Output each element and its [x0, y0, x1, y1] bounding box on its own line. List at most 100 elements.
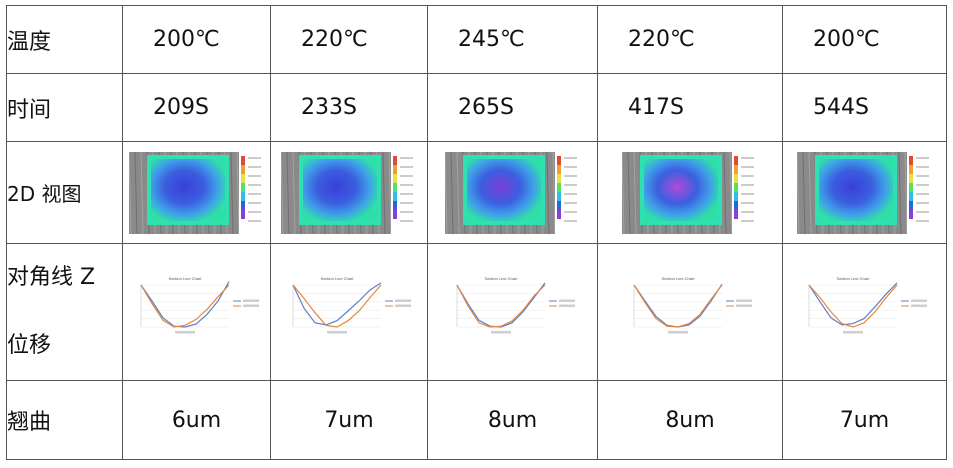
- colorbar-swatch: [240, 200, 245, 210]
- x-axis-label-placeholder: [490, 331, 511, 334]
- chart-title: Section Line Chart: [836, 276, 870, 281]
- heatmap-surface: [644, 158, 718, 221]
- colorbar-swatch: [908, 182, 913, 192]
- texture-line: [230, 151, 233, 234]
- texture-line: [128, 151, 131, 234]
- colorbar-swatch: [393, 200, 397, 210]
- texture-line: [729, 151, 733, 234]
- legend-text-placeholder: [242, 299, 259, 302]
- x-axis-label-placeholder: [174, 331, 195, 334]
- texture-line: [802, 151, 805, 234]
- heatmap-surface: [466, 158, 541, 221]
- z-displacement-row: 对角线 Z 位移 Section Line Chart Section Line…: [6, 243, 947, 381]
- colorbar-swatch: [734, 209, 738, 219]
- texture-line: [292, 151, 296, 234]
- x-axis-label-placeholder: [842, 331, 863, 334]
- section-line-chart: Section Line Chart: [796, 273, 933, 351]
- heatmap-surface: [303, 158, 377, 221]
- colorbar-swatch: [240, 182, 245, 192]
- warpage-cell: 8um: [597, 380, 783, 460]
- section-chart-cell: Section Line Chart: [270, 243, 428, 381]
- colorbar-swatch: [393, 164, 397, 174]
- texture-line: [140, 151, 143, 234]
- warpage-cell: 6um: [122, 380, 271, 460]
- time-cell: 417S: [597, 73, 783, 142]
- series-line: [808, 284, 897, 328]
- colorbar-swatch: [393, 155, 397, 165]
- z-displacement-label: 对角线 Z 位移: [6, 243, 123, 381]
- warpage-label: 翘曲: [6, 380, 123, 460]
- chart-background: [128, 273, 265, 351]
- view2d-cell: [270, 141, 428, 244]
- series-line: [455, 282, 545, 328]
- view2d-cell: [122, 141, 271, 244]
- time-cell: 544S: [782, 73, 947, 142]
- warpage-cell: 7um: [782, 380, 947, 460]
- view2d-cell: [782, 141, 947, 244]
- colorbar-swatch: [393, 173, 397, 183]
- colorbar-swatch: [393, 191, 397, 201]
- view2d-row: 2D 视图: [6, 141, 947, 244]
- texture-line: [286, 151, 290, 234]
- colorbar-swatch: [556, 164, 561, 174]
- heatmap-surface: [818, 158, 893, 221]
- texture-line: [281, 151, 284, 234]
- chart-title: Section Line Chart: [168, 276, 202, 281]
- section-chart-cell: Section Line Chart: [122, 243, 271, 381]
- texture-line: [552, 151, 555, 234]
- temperature-cell: 200℃: [122, 5, 271, 74]
- colorbar-swatch: [734, 182, 738, 192]
- x-axis-label-placeholder: [327, 331, 347, 334]
- time-cell: 265S: [427, 73, 598, 142]
- z-label-line2: 位移: [7, 333, 52, 358]
- colorbar-swatch: [556, 173, 561, 183]
- colorbar-swatch: [908, 191, 913, 201]
- texture-line: [134, 151, 137, 234]
- colorbar-swatch: [240, 164, 245, 174]
- chart-title: Section Line Chart: [662, 276, 696, 281]
- colorbar-swatch: [240, 155, 245, 165]
- colorbar-swatch: [734, 191, 738, 201]
- section-line-chart: Section Line Chart: [281, 273, 417, 351]
- texture-line: [236, 151, 239, 234]
- texture-line: [627, 151, 631, 234]
- time-cell: 209S: [122, 73, 271, 142]
- chart-background: [281, 273, 417, 351]
- colorbar-swatch: [556, 200, 561, 210]
- time-cell: 233S: [270, 73, 428, 142]
- texture-line: [898, 151, 901, 234]
- view2d-label: 2D 视图: [6, 141, 123, 244]
- colorbar-swatch: [556, 209, 561, 219]
- heatmap-image: [796, 151, 933, 234]
- colorbar-swatch: [908, 200, 913, 210]
- colorbar-swatch: [240, 209, 245, 219]
- colorbar-swatch: [734, 173, 738, 183]
- colorbar-swatch: [240, 173, 245, 183]
- view2d-cell: [427, 141, 598, 244]
- colorbar-swatch: [556, 182, 561, 192]
- texture-line: [904, 151, 907, 234]
- chart-background: [796, 273, 933, 351]
- section-line-chart: Section Line Chart: [622, 273, 758, 351]
- temperature-cell: 220℃: [597, 5, 783, 74]
- colorbar-swatch: [393, 182, 397, 192]
- texture-line: [808, 151, 811, 234]
- colorbar-swatch: [908, 209, 913, 219]
- colorbar-swatch: [908, 173, 913, 183]
- section-chart-cell: Section Line Chart: [782, 243, 947, 381]
- section-line-chart: Section Line Chart: [444, 273, 581, 351]
- texture-line: [633, 151, 637, 234]
- texture-line: [444, 151, 447, 234]
- colorbar-swatch: [240, 191, 245, 201]
- series-line: [292, 284, 382, 328]
- time-label: 时间: [6, 73, 123, 142]
- texture-line: [546, 151, 549, 234]
- series-line: [292, 282, 382, 326]
- colorbar-swatch: [393, 209, 397, 219]
- warpage-cell: 7um: [270, 380, 428, 460]
- section-chart-cell: Section Line Chart: [597, 243, 783, 381]
- series-line: [807, 282, 897, 326]
- colorbar-swatch: [734, 155, 738, 165]
- texture-line: [388, 151, 392, 234]
- colorbar-swatch: [734, 200, 738, 210]
